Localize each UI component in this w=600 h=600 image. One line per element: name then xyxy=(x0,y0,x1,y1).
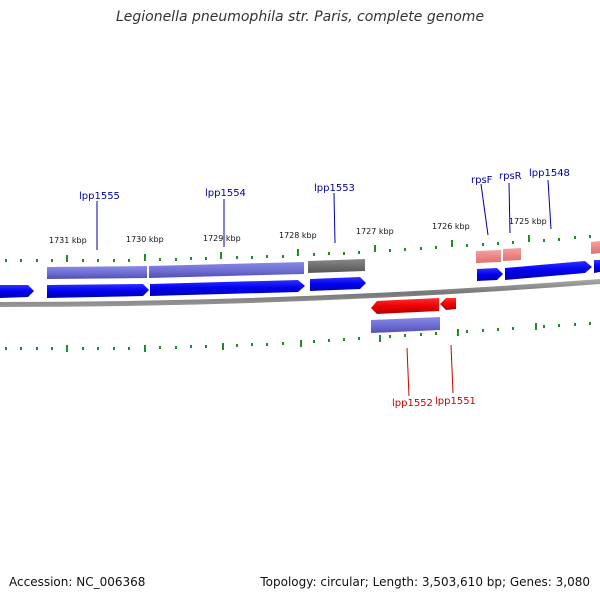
outer-tick-track xyxy=(5,235,591,262)
scale-label: 1726 kbp xyxy=(432,222,470,231)
leader-line xyxy=(406,347,410,397)
gene-feature-lpp1555-shadow xyxy=(47,266,147,279)
map-title: Legionella pneumophila str. Paris, compl… xyxy=(115,9,485,25)
gene-label-rpsf: rpsF xyxy=(471,175,493,186)
gene-label-lpp1552: lpp1552 xyxy=(392,398,433,409)
gene-label-lpp1555: lpp1555 xyxy=(79,191,120,202)
gene-feature-right-edge xyxy=(594,260,600,273)
gene-feature-rpsf-shadow xyxy=(476,250,501,263)
leader-line xyxy=(480,183,489,236)
gene-feature-edge-shadow xyxy=(591,241,600,254)
gene-feature-lpp1553-shadow xyxy=(308,259,365,273)
gene-feature-lpp1554 xyxy=(150,280,305,296)
gene-feature-rpsr-shadow xyxy=(503,248,521,261)
gene-feature-lpp1548 xyxy=(505,261,592,280)
gene-feature-lpp1552-shadow xyxy=(371,317,440,333)
reverse-gene-labels: lpp1552 lpp1551 xyxy=(392,344,476,409)
leader-line xyxy=(508,182,511,234)
leader-line xyxy=(547,179,552,230)
genome-info-label: Topology: circular; Length: 3,503,610 bp… xyxy=(260,575,590,589)
scale-label: 1730 kbp xyxy=(126,235,164,244)
scale-label: 1725 kbp xyxy=(509,217,547,226)
gene-label-lpp1553: lpp1553 xyxy=(314,183,355,194)
reverse-cds-track xyxy=(371,298,456,333)
gene-label-rpsr: rpsR xyxy=(499,171,522,182)
gene-label-lpp1551: lpp1551 xyxy=(435,396,476,407)
scale-label: 1729 kbp xyxy=(203,234,241,243)
leader-line xyxy=(333,192,336,244)
gene-feature-left-edge xyxy=(0,285,34,298)
gene-label-lpp1548: lpp1548 xyxy=(529,168,570,179)
accession-label: Accession: NC_006368 xyxy=(9,575,146,589)
gene-feature-lpp1554-shadow xyxy=(149,262,304,278)
genome-backbone xyxy=(0,279,600,307)
gene-feature-lpp1551 xyxy=(440,298,456,310)
scale-labels: 1731 kbp 1730 kbp 1729 kbp 1728 kbp 1727… xyxy=(49,217,547,245)
scale-label: 1727 kbp xyxy=(356,227,394,236)
gene-feature-lpp1553 xyxy=(310,277,366,291)
forward-shadow-track xyxy=(47,241,600,279)
gene-feature-lpp1555 xyxy=(47,284,149,298)
forward-cds-track xyxy=(0,260,600,298)
scale-label: 1728 kbp xyxy=(279,231,317,240)
gene-feature-rpsf xyxy=(477,268,503,281)
leader-line xyxy=(450,344,454,394)
inner-tick-track xyxy=(5,322,591,352)
scale-label: 1731 kbp xyxy=(49,236,87,245)
forward-gene-labels: lpp1555 lpp1554 lpp1553 rpsF rpsR lpp154… xyxy=(79,168,570,250)
gene-feature-lpp1552 xyxy=(371,298,439,314)
gene-label-lpp1554: lpp1554 xyxy=(205,188,246,199)
